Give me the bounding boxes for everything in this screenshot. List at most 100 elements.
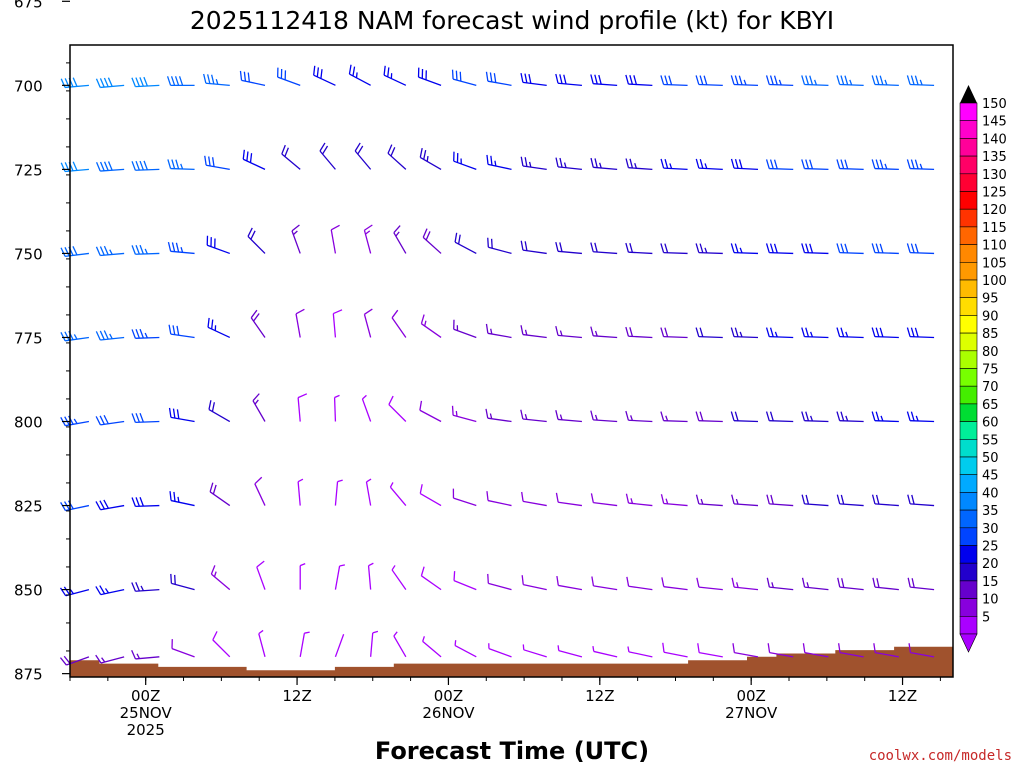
- barb-flag: [695, 243, 700, 253]
- barb-flag: [390, 147, 396, 157]
- colorbar-swatch: [959, 102, 978, 122]
- barb-half-flag: [104, 588, 110, 594]
- barb-flag: [319, 142, 326, 152]
- barb-flag: [730, 158, 735, 169]
- barb-flag: [836, 243, 841, 253]
- barb-flag: [135, 581, 141, 592]
- wind-barb: [131, 244, 160, 255]
- barb-flag: [139, 328, 144, 339]
- colorbar-swatch: [959, 421, 978, 440]
- barb-flag: [487, 237, 489, 248]
- barb-flag: [590, 326, 594, 336]
- colorbar-label: 55: [982, 433, 999, 448]
- barb-flag: [524, 73, 528, 84]
- barb-flag: [769, 159, 774, 169]
- barb-half-flag: [109, 333, 113, 340]
- wind-barb: [696, 577, 723, 591]
- barb-staff: [363, 314, 372, 338]
- barb-half-flag: [880, 415, 884, 422]
- barb-flag: [521, 575, 524, 585]
- colorbar-label: 40: [982, 486, 999, 501]
- wind-barb: [334, 564, 345, 590]
- barb-staff: [839, 167, 864, 171]
- barb-flag: [211, 157, 215, 167]
- colorbar-swatch: [959, 368, 978, 387]
- wind-barb: [731, 494, 759, 507]
- barb-flag: [520, 240, 524, 251]
- barb-flag: [60, 332, 66, 342]
- barb-half-flag: [366, 478, 372, 483]
- barb-staff: [369, 632, 374, 657]
- barb-staff: [769, 652, 794, 658]
- barb-flag: [594, 74, 598, 85]
- barb-flag: [387, 67, 390, 77]
- colorbar-swatch: [959, 492, 978, 511]
- barb-flag: [520, 409, 524, 420]
- x-tick-label: 2025: [127, 721, 165, 739]
- wind-barb: [487, 573, 512, 591]
- barb-staff: [558, 584, 583, 591]
- barb-flag: [879, 75, 884, 85]
- barb-flag: [99, 246, 105, 256]
- wind-barb: [208, 400, 231, 423]
- colorbar-label: 45: [982, 469, 999, 484]
- colorbar-swatch: [959, 385, 978, 405]
- barb-flag: [730, 327, 735, 337]
- barb-flag: [207, 74, 211, 84]
- y-tick-label: 800: [14, 414, 43, 432]
- barb-flag: [910, 75, 915, 85]
- colorbar-legend: 1501451401351301251201151101051009590858…: [959, 85, 1007, 653]
- barb-staff: [663, 586, 688, 591]
- barb-half-flag: [180, 247, 184, 253]
- wind-barb: [906, 327, 935, 339]
- barb-flag: [910, 159, 915, 169]
- wind-barb: [520, 72, 547, 86]
- wind-barb: [319, 142, 336, 170]
- barb-flag: [906, 243, 911, 253]
- barb-flag: [135, 245, 140, 255]
- barb-flag: [801, 577, 806, 588]
- colorbar-label: 100: [982, 274, 1007, 289]
- barb-half-flag: [669, 163, 673, 169]
- barb-half-flag: [704, 163, 708, 169]
- wind-barb: [625, 493, 653, 507]
- barb-flag: [773, 75, 778, 85]
- wind-barb: [907, 494, 935, 507]
- barb-staff: [557, 418, 582, 423]
- barb-flag: [801, 411, 806, 421]
- wind-barb: [239, 70, 266, 86]
- barb-flag: [629, 158, 634, 169]
- barb-flag: [911, 494, 915, 505]
- colorbar-swatch: [959, 279, 978, 299]
- barb-half-flag: [845, 415, 849, 422]
- colorbar-swatch: [959, 545, 978, 564]
- wind-barb: [906, 243, 935, 255]
- colorbar-label: 70: [982, 380, 999, 395]
- wind-barb: [387, 144, 407, 170]
- barb-half-flag: [454, 640, 457, 646]
- wind-barb: [203, 73, 230, 86]
- barb-flag: [388, 395, 394, 405]
- barb-flag: [598, 74, 602, 85]
- barb-flag: [767, 643, 771, 653]
- wind-barb: [60, 330, 90, 342]
- wind-barb: [391, 309, 407, 338]
- barb-flag: [805, 243, 810, 253]
- colorbar-swatch: [959, 474, 978, 493]
- wind-barb: [591, 576, 618, 591]
- wind-barb: [520, 240, 547, 255]
- barb-staff: [523, 649, 547, 658]
- wind-barb: [361, 394, 372, 422]
- barb-flag: [135, 413, 140, 423]
- wind-barb: [836, 494, 864, 507]
- barb-flag: [171, 242, 176, 252]
- wind-barb: [168, 324, 195, 339]
- barb-flag: [211, 74, 215, 85]
- wind-barb: [555, 157, 582, 171]
- wind-barb: [873, 643, 899, 658]
- barb-flag: [99, 161, 105, 172]
- barb-staff: [391, 317, 407, 338]
- barb-staff: [698, 167, 723, 171]
- barb-staff: [663, 167, 688, 171]
- colorbar-top-arrow: [960, 85, 977, 103]
